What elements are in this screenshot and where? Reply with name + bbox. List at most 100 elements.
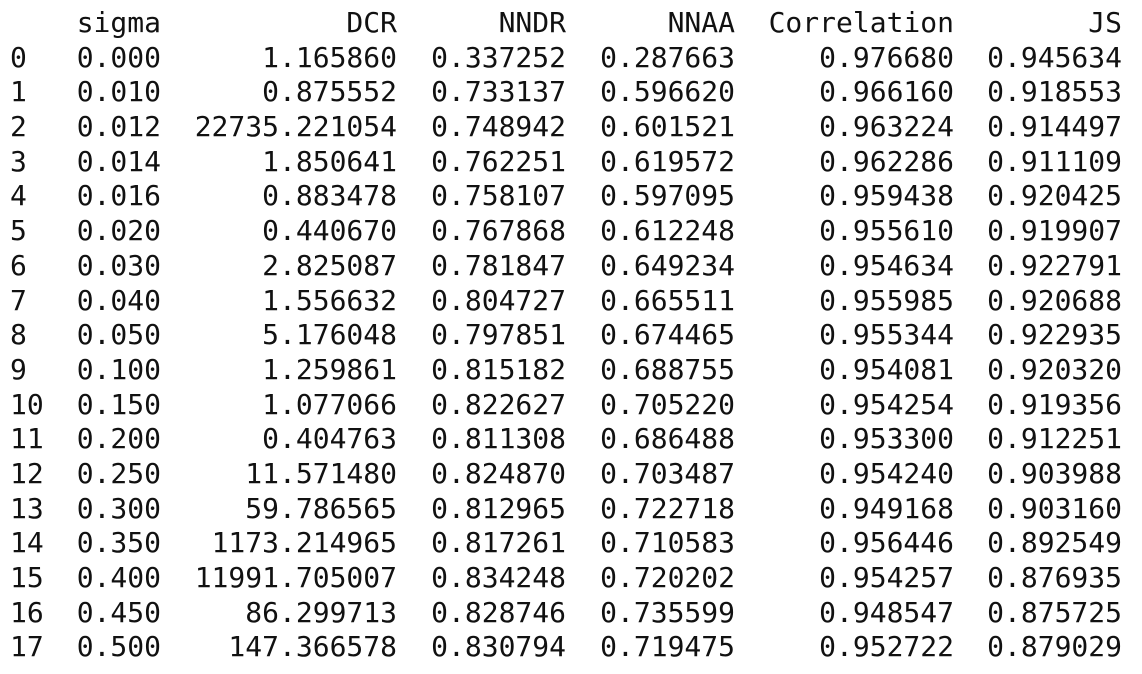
table-body: 0 0.000 1.165860 0.337252 0.287663 0.976680 0.… [0,35,1142,664]
row-index: 1 [10,75,27,109]
cell-nnaa: 0.287663 [600,40,735,74]
cell-sigma: 0.250 [76,456,161,490]
table-row: 15 0.400 11991.705007 0.834248 0.720202 0.954… [0,561,1142,596]
table-row: 6 0.030 2.825087 0.781847 0.649234 0.954634 0.… [0,249,1142,284]
cell-nndr: 0.811308 [431,422,566,456]
table-row: 4 0.016 0.883478 0.758107 0.597095 0.959438 0.… [0,179,1142,214]
table-row: 17 0.500 147.366578 0.830794 0.719475 0.95272… [0,630,1142,665]
cell-nnaa: 0.722718 [600,491,735,525]
cell-dcr: 0.875552 [262,75,397,109]
cell-dcr: 1173.214965 [211,526,397,560]
cell-js: 0.920688 [987,283,1122,317]
cell-correlation: 0.954257 [819,561,954,594]
table-row: 8 0.050 5.176048 0.797851 0.674465 0.955344 0.… [0,318,1142,353]
cell-correlation: 0.962286 [819,144,954,178]
cell-sigma: 0.020 [76,214,161,248]
cell-nndr: 0.767868 [431,214,566,248]
table-row: 0 0.000 1.165860 0.337252 0.287663 0.976680 0.… [0,41,1142,76]
cell-nnaa: 0.719475 [600,630,735,664]
cell-nndr: 0.781847 [431,248,566,282]
cell-js: 0.903988 [987,456,1122,490]
cell-dcr: 0.883478 [262,179,397,213]
cell-nnaa: 0.597095 [600,179,735,213]
row-index: 0 [10,40,27,74]
cell-nndr: 0.822627 [431,387,566,421]
cell-sigma: 0.350 [76,526,161,560]
cell-nndr: 0.828746 [431,595,566,629]
column-header-correlation: Correlation [768,6,954,39]
row-index: 12 [10,456,44,490]
cell-nndr: 0.804727 [431,283,566,317]
cell-sigma: 0.050 [76,318,161,352]
cell-correlation: 0.956446 [819,526,954,560]
cell-nndr: 0.733137 [431,75,566,109]
cell-nndr: 0.830794 [431,630,566,664]
cell-dcr: 22735.221054 [194,110,397,144]
cell-correlation: 0.955985 [819,283,954,317]
cell-correlation: 0.954081 [819,352,954,386]
cell-sigma: 0.100 [76,352,161,386]
cell-sigma: 0.500 [76,630,161,664]
table-row: 11 0.200 0.404763 0.811308 0.686488 0.953300 0… [0,422,1142,457]
cell-dcr: 11991.705007 [194,561,397,594]
cell-nndr: 0.748942 [431,110,566,144]
cell-nndr: 0.762251 [431,144,566,178]
cell-dcr: 1.556632 [262,283,397,317]
cell-nnaa: 0.703487 [600,456,735,490]
row-index: 6 [10,248,27,282]
table-row: 13 0.300 59.786565 0.812965 0.722718 0.949168… [0,492,1142,527]
row-index: 10 [10,387,44,421]
cell-dcr: 5.176048 [262,318,397,352]
cell-dcr: 1.165860 [262,40,397,74]
cell-dcr: 11.571480 [245,456,397,490]
cell-nnaa: 0.665511 [600,283,735,317]
cell-sigma: 0.200 [76,422,161,456]
cell-sigma: 0.300 [76,491,161,525]
table-row: 14 0.350 1173.214965 0.817261 0.710583 0.9564… [0,526,1142,561]
cell-js: 0.892549 [987,526,1122,560]
table-row: 12 0.250 11.571480 0.824870 0.703487 0.954240… [0,457,1142,492]
cell-sigma: 0.014 [76,144,161,178]
cell-js: 0.912251 [987,422,1122,456]
table-row: 5 0.020 0.440670 0.767868 0.612248 0.955610 0.… [0,214,1142,249]
cell-dcr: 2.825087 [262,248,397,282]
cell-dcr: 0.404763 [262,422,397,456]
table-row: 10 0.150 1.077066 0.822627 0.705220 0.954254 0… [0,388,1142,423]
cell-dcr: 86.299713 [245,595,397,629]
table-row: 1 0.010 0.875552 0.733137 0.596620 0.966160 0.… [0,75,1142,110]
row-index: 2 [10,110,27,144]
cell-sigma: 0.040 [76,283,161,317]
cell-sigma: 0.016 [76,179,161,213]
cell-correlation: 0.954634 [819,248,954,282]
cell-js: 0.875725 [987,595,1122,629]
cell-nndr: 0.797851 [431,318,566,352]
cell-nndr: 0.758107 [431,179,566,213]
row-index: 5 [10,214,27,248]
cell-sigma: 0.012 [76,110,161,144]
cell-js: 0.920425 [987,179,1122,213]
cell-nnaa: 0.735599 [600,595,735,629]
table-row: 2 0.012 22735.221054 0.748942 0.601521 0.9632… [0,110,1142,145]
cell-nnaa: 0.674465 [600,318,735,352]
cell-correlation: 0.948547 [819,595,954,629]
table-header-row: sigma DCR NNDR NNAA Correlation JS [0,6,1142,41]
cell-nnaa: 0.710583 [600,526,735,560]
cell-dcr: 1.259861 [262,352,397,386]
cell-correlation: 0.963224 [819,110,954,144]
cell-js: 0.920320 [987,352,1122,386]
cell-nnaa: 0.688755 [600,352,735,386]
row-index: 8 [10,318,27,352]
row-index: 11 [10,422,44,456]
column-header-js: JS [1088,6,1122,39]
cell-correlation: 0.954240 [819,456,954,490]
cell-correlation: 0.949168 [819,491,954,525]
cell-correlation: 0.952722 [819,630,954,664]
table-row: 3 0.014 1.850641 0.762251 0.619572 0.962286 0.… [0,145,1142,180]
cell-nnaa: 0.619572 [600,144,735,178]
cell-dcr: 59.786565 [245,491,397,525]
cell-correlation: 0.953300 [819,422,954,456]
cell-correlation: 0.955610 [819,214,954,248]
row-index: 9 [10,352,27,386]
row-index: 14 [10,526,44,560]
cell-dcr: 1.850641 [262,144,397,178]
